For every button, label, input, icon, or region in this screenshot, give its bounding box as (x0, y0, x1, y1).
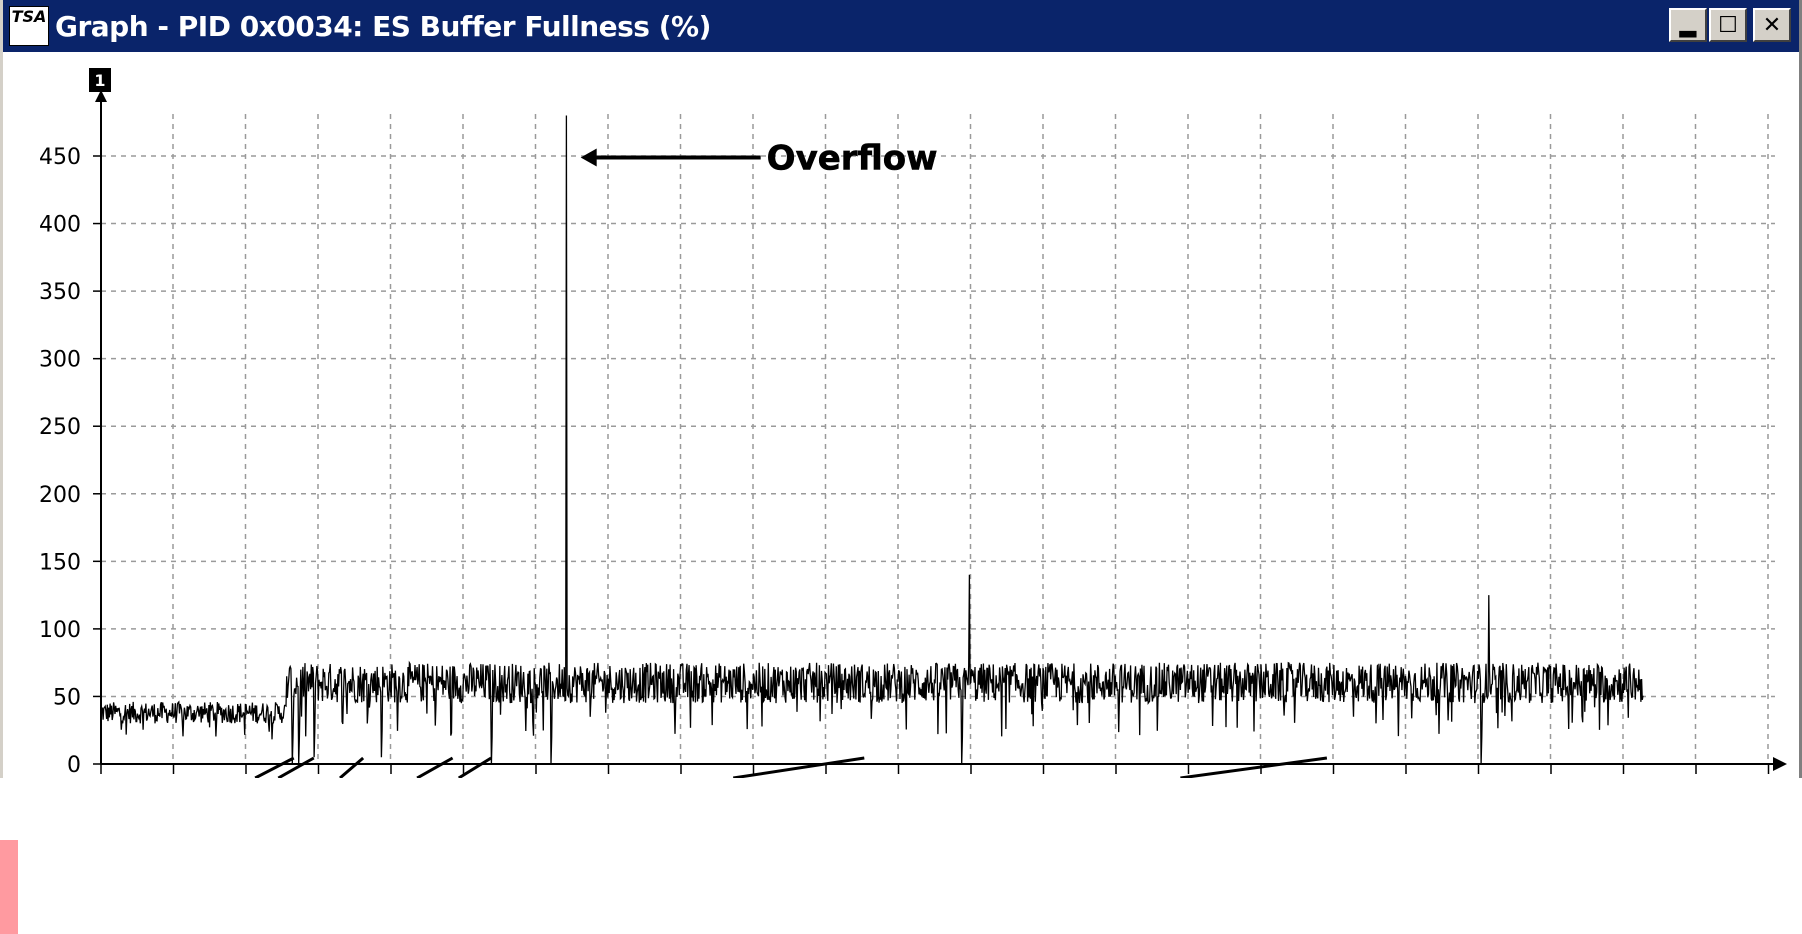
y-tick-label: 100 (39, 618, 81, 643)
y-tick-label: 200 (39, 483, 81, 508)
window-title: Graph - PID 0x0034: ES Buffer Fullness (… (55, 9, 711, 43)
overflow-annotation: Overflow (580, 138, 938, 179)
y-axis-marker: 1 (94, 71, 105, 90)
baseline-ramp (732, 756, 865, 778)
y-tick-label: 250 (39, 415, 81, 440)
x-axis-arrow (1773, 757, 1787, 771)
series-lines (100, 115, 1644, 778)
y-tick-label: 450 (39, 145, 81, 170)
y-axis-marker-box (89, 68, 111, 92)
y-tick-label: 300 (39, 348, 81, 373)
overflow-label: Overflow (767, 139, 938, 179)
baseline-ramp (416, 756, 454, 778)
pink-edge-strip (0, 840, 18, 934)
baseline-ramp (457, 756, 492, 778)
baseline-ramp (1180, 756, 1328, 778)
baseline-ramp (339, 756, 365, 778)
maximize-icon: ☐ (1718, 12, 1738, 38)
y-axis-arrow (95, 90, 107, 102)
graph-window: TSA Graph - PID 0x0034: ES Buffer Fullne… (0, 0, 1802, 778)
overflow-arrow-head (580, 148, 597, 167)
tsa-app-icon: TSA (9, 6, 49, 46)
maximize-button[interactable]: ☐ (1709, 8, 1747, 42)
y-tick-label: 0 (67, 753, 81, 778)
minimize-icon: ▂ (1679, 12, 1697, 38)
y-tick-label: 350 (39, 280, 81, 305)
baseline-ramp (254, 756, 295, 778)
y-tick-label: 50 (53, 685, 81, 710)
close-button[interactable]: ✕ (1753, 8, 1791, 42)
title-bar[interactable]: TSA Graph - PID 0x0034: ES Buffer Fullne… (3, 0, 1799, 52)
baseline-ramp (277, 756, 315, 778)
minimize-button[interactable]: ▂ (1669, 8, 1707, 42)
y-tick-label: 150 (39, 550, 81, 575)
buffer-fullness-chart: 0 50 100 150 200 250 300 350 400 450 1 Overflow (39, 68, 1787, 778)
y-tick-labels: 0 50 100 150 200 250 300 350 400 450 (39, 145, 101, 778)
window-controls: ▂ ☐ ✕ (1669, 8, 1791, 42)
chart-axes: 1 (89, 68, 1787, 771)
close-icon: ✕ (1762, 12, 1782, 38)
chart-grid (100, 114, 1775, 774)
y-tick-label: 400 (39, 213, 81, 238)
series-line (100, 115, 1644, 765)
